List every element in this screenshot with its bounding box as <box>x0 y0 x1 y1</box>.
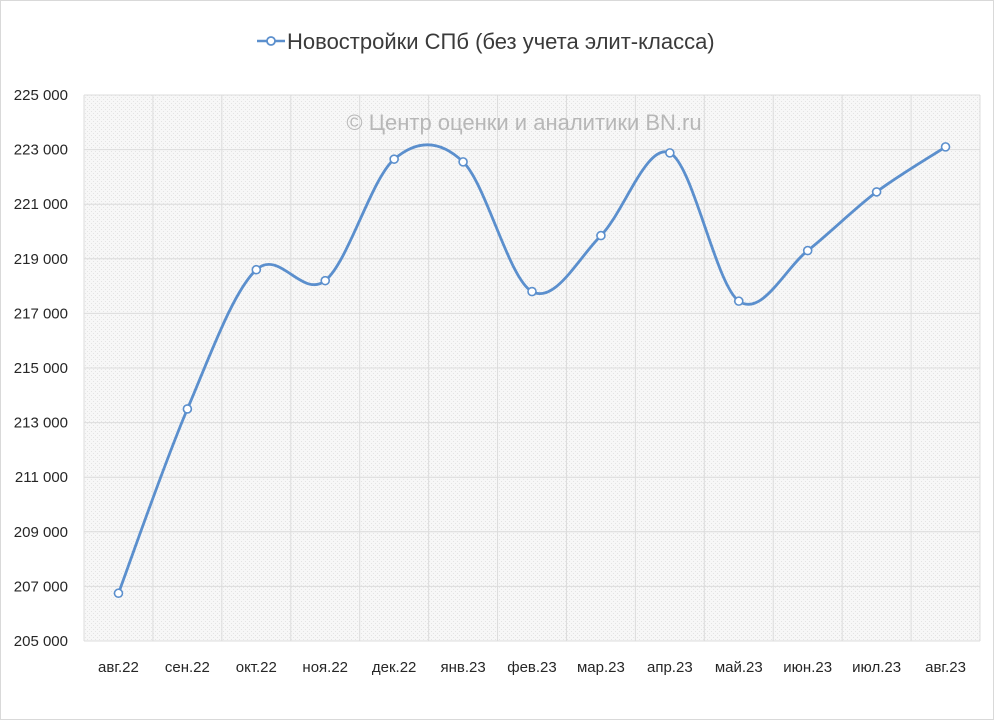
data-point <box>320 275 331 286</box>
y-tick-label: 221 000 <box>14 196 68 213</box>
watermark-annotation: © Центр оценки и аналитики BN.ru <box>346 110 701 135</box>
y-tick-label: 219 000 <box>14 251 68 268</box>
data-point <box>665 148 675 158</box>
y-tick-label: 211 000 <box>15 469 68 486</box>
x-tick-label: май.23 <box>715 659 763 676</box>
x-tick-label: июн.23 <box>783 659 832 676</box>
data-point <box>527 286 537 297</box>
data-point <box>596 230 606 241</box>
x-tick-label: мар.23 <box>577 659 625 676</box>
data-point <box>251 264 262 275</box>
data-point <box>802 245 813 256</box>
legend-point-marker <box>266 36 276 46</box>
plot-area: 205 000 207 000 209 000 211 000 213 000 215 0… <box>14 87 981 676</box>
y-tick-label: 207 000 <box>14 578 68 595</box>
data-point <box>871 187 882 197</box>
y-tick-label: 213 000 <box>14 415 68 432</box>
data-point <box>733 296 744 306</box>
x-tick-label: янв.23 <box>440 659 485 676</box>
x-tick-label: авг.23 <box>925 659 966 676</box>
series-line <box>117 143 947 595</box>
x-tick-label: сен.22 <box>165 659 210 676</box>
data-point <box>940 142 951 152</box>
x-tick-label: дек.22 <box>372 659 417 676</box>
data-point <box>113 588 124 599</box>
legend-label: Новостройки СПб (без учета элит-класса) <box>287 29 715 54</box>
y-tick-label: 215 000 <box>14 360 68 377</box>
x-tick-label: ноя.22 <box>302 659 348 676</box>
data-point <box>458 157 468 167</box>
x-tick-label: окт.22 <box>236 659 277 676</box>
data-point <box>389 154 399 164</box>
y-tick-label: 223 000 <box>14 142 68 159</box>
data-point <box>182 404 193 414</box>
x-tick-label: апр.23 <box>647 659 693 676</box>
legend: Новостройки СПб (без учета элит-класса) <box>257 29 715 54</box>
x-tick-label: июл.23 <box>852 659 901 676</box>
y-tick-label: 205 000 <box>14 633 68 650</box>
y-tick-label: 217 000 <box>14 305 68 322</box>
y-tick-label: 209 000 <box>14 524 68 541</box>
x-tick-label: авг.22 <box>98 659 139 676</box>
x-tick-label: фев.23 <box>507 659 557 676</box>
y-tick-label: 225 000 <box>14 87 68 104</box>
